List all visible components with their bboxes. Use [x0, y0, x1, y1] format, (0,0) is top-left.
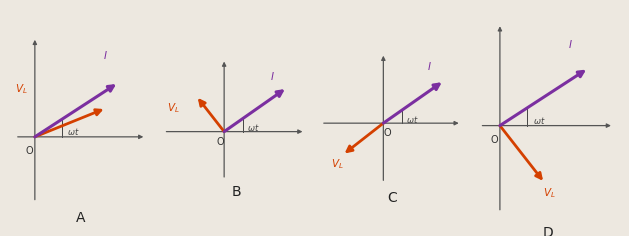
- Text: O: O: [490, 135, 498, 145]
- Text: $I$: $I$: [568, 38, 572, 50]
- Text: $\omega t$: $\omega t$: [67, 126, 80, 137]
- Text: $V_L$: $V_L$: [543, 186, 555, 200]
- Text: O: O: [384, 128, 391, 138]
- Text: $I$: $I$: [103, 49, 108, 61]
- Text: O: O: [25, 146, 33, 156]
- Text: $I$: $I$: [427, 60, 431, 72]
- Text: $\omega t$: $\omega t$: [247, 122, 260, 133]
- Text: $V_L$: $V_L$: [331, 158, 343, 171]
- Text: $\omega t$: $\omega t$: [406, 114, 418, 125]
- Text: C: C: [387, 191, 398, 205]
- Text: O: O: [216, 136, 224, 147]
- Text: $V_L$: $V_L$: [15, 82, 28, 96]
- Text: $I$: $I$: [270, 70, 274, 81]
- Text: $\omega t$: $\omega t$: [533, 115, 546, 126]
- Text: A: A: [76, 211, 86, 225]
- Text: D: D: [543, 226, 554, 236]
- Text: $V_L$: $V_L$: [167, 102, 179, 115]
- Text: B: B: [231, 185, 242, 199]
